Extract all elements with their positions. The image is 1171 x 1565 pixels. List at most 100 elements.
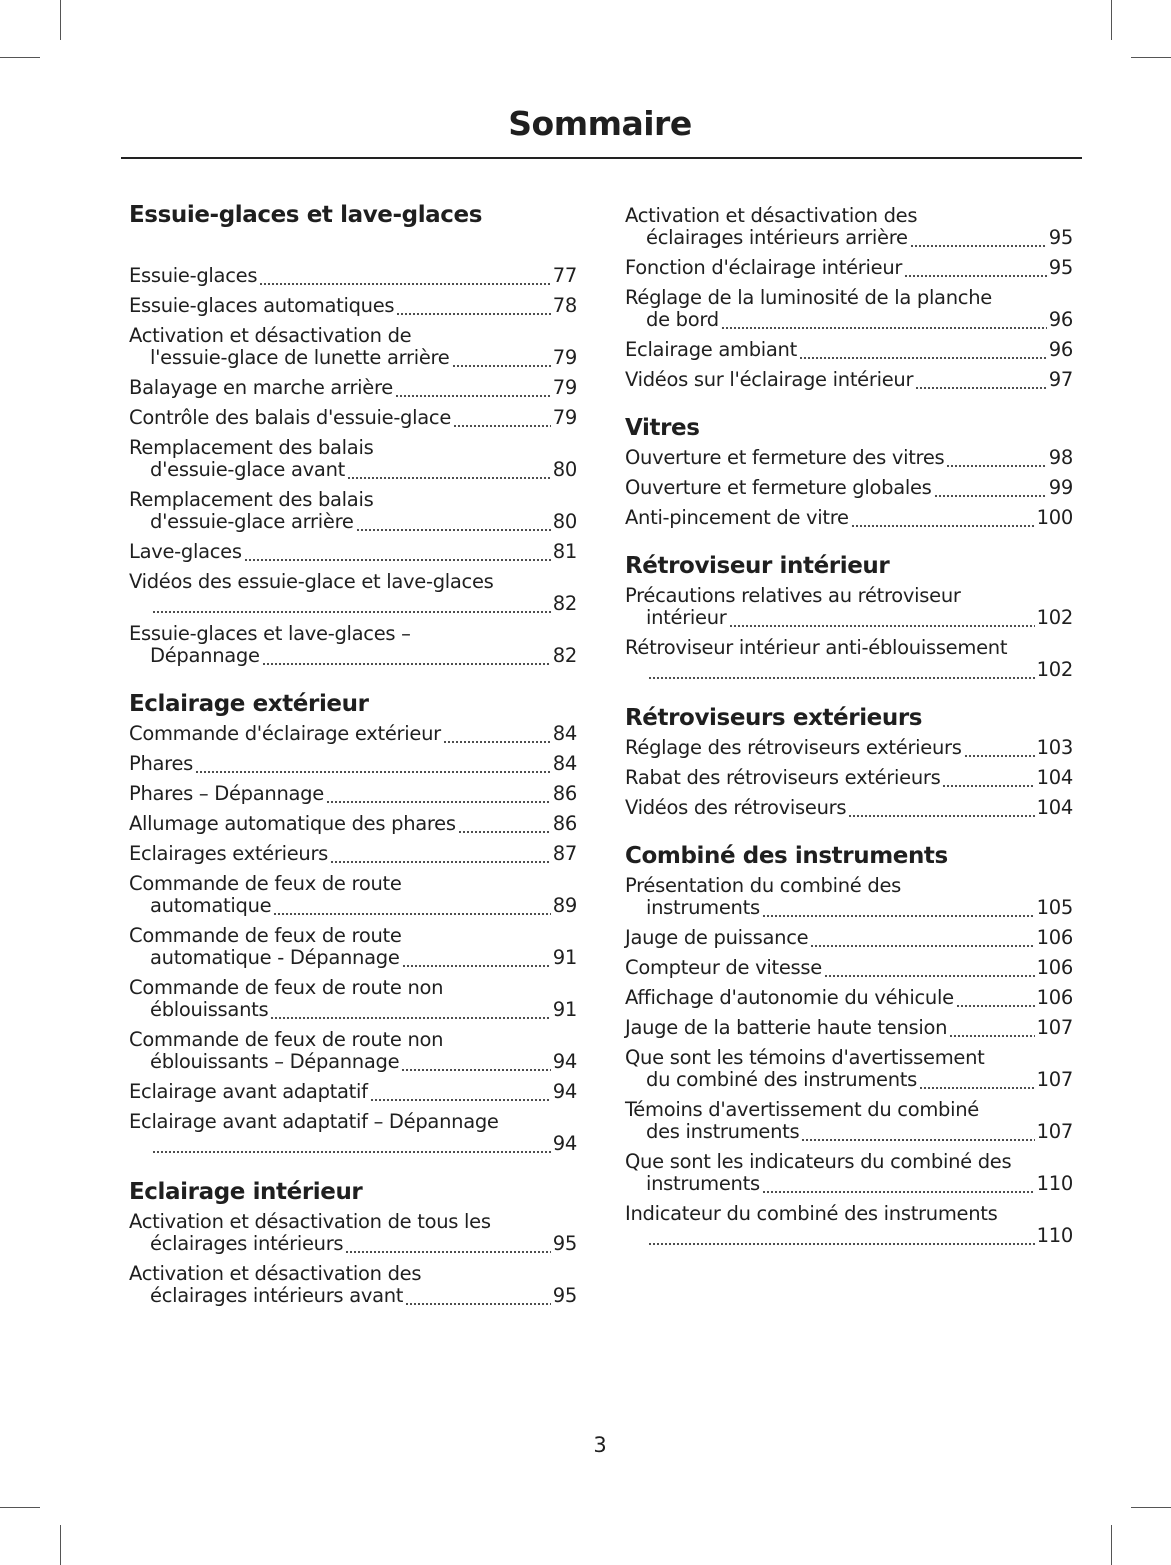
toc-entry[interactable]: Commande de feux de route automatique 89 bbox=[129, 873, 577, 917]
toc-entry-line: Que sont les témoins d'avertissement bbox=[625, 1047, 1073, 1069]
dot-leader bbox=[261, 645, 551, 667]
dot-leader bbox=[270, 999, 551, 1021]
toc-entry[interactable]: Vidéos sur l'éclairage intérieur 97 bbox=[625, 369, 1073, 391]
toc-entry[interactable]: Affichage d'autonomie du véhicule 106 bbox=[625, 987, 1073, 1009]
toc-entry-title: Vidéos des rétroviseurs bbox=[625, 796, 847, 819]
toc-entry-line: Remplacement des balais bbox=[129, 437, 577, 459]
toc-entry-title: Remplacement des balais bbox=[129, 488, 374, 511]
toc-entry[interactable]: Compteur de vitesse 106 bbox=[625, 957, 1073, 979]
toc-entry-line: Affichage d'autonomie du véhicule 106 bbox=[625, 987, 1073, 1009]
dot-leader bbox=[904, 257, 1047, 279]
toc-entry-line: Jauge de la batterie haute tension 107 bbox=[625, 1017, 1073, 1039]
toc-entry[interactable]: Témoins d'avertissement du combiné des in… bbox=[625, 1099, 1073, 1143]
toc-entry-line: du combiné des instruments 107 bbox=[625, 1069, 1073, 1091]
toc-entry[interactable]: Rétroviseur intérieur anti-éblouissement… bbox=[625, 637, 1073, 681]
toc-entry-line: Jauge de puissance 106 bbox=[625, 927, 1073, 949]
toc-entry-title: Eclairages extérieurs bbox=[129, 842, 329, 865]
toc-entry[interactable]: Activation et désactivation de l'essuie-g… bbox=[129, 325, 577, 369]
toc-entry[interactable]: Contrôle des balais d'essuie-glace 79 bbox=[129, 407, 577, 429]
toc-column-right: Activation et désactivation des éclairage… bbox=[625, 205, 1073, 1255]
toc-entry-line: Anti-pincement de vitre 100 bbox=[625, 507, 1073, 529]
toc-entry[interactable]: Commande d'éclairage extérieur 84 bbox=[129, 723, 577, 745]
toc-entry[interactable]: Indicateur du combiné des instruments 110 bbox=[625, 1203, 1073, 1247]
dot-leader bbox=[761, 1173, 1035, 1195]
toc-page-number: 77 bbox=[552, 264, 578, 287]
dot-leader bbox=[243, 541, 551, 563]
toc-page-number: 110 bbox=[1036, 1172, 1074, 1195]
dot-leader bbox=[442, 723, 551, 745]
toc-page-number: 97 bbox=[1048, 368, 1074, 391]
toc-entry-line: Commande de feux de route bbox=[129, 873, 577, 895]
toc-entry[interactable]: Remplacement des balais d'essuie-glace av… bbox=[129, 437, 577, 481]
toc-entry[interactable]: Essuie-glaces et lave-glaces – Dépannage 8… bbox=[129, 623, 577, 667]
dot-leader bbox=[946, 447, 1047, 469]
toc-entry[interactable]: Réglage de la luminosité de la planche de… bbox=[625, 287, 1073, 331]
dot-leader bbox=[933, 477, 1047, 499]
toc-entry[interactable]: Présentation du combiné des instruments 10… bbox=[625, 875, 1073, 919]
section-heading: Rétroviseurs extérieurs bbox=[625, 705, 923, 731]
toc-entry[interactable]: Balayage en marche arrière 79 bbox=[129, 377, 577, 399]
toc-entry[interactable]: Remplacement des balais d'essuie-glace ar… bbox=[129, 489, 577, 533]
toc-entry-title: éblouissants – Dépannage bbox=[150, 1050, 400, 1073]
toc-entry[interactable]: Que sont les témoins d'avertissement du c… bbox=[625, 1047, 1073, 1091]
dot-leader bbox=[451, 347, 551, 369]
toc-entry[interactable]: Précautions relatives au rétroviseur inté… bbox=[625, 585, 1073, 629]
toc-entry-title: instruments bbox=[646, 896, 760, 919]
toc-entry[interactable]: Eclairage avant adaptatif 94 bbox=[129, 1081, 577, 1103]
dot-leader bbox=[457, 813, 551, 835]
toc-entry-title: Activation et désactivation de tous les bbox=[129, 1210, 491, 1233]
toc-entry-title: Témoins d'avertissement du combiné bbox=[625, 1098, 980, 1121]
toc-entry-title: d'essuie-glace avant bbox=[150, 458, 345, 481]
dot-leader bbox=[401, 947, 551, 969]
toc-entry[interactable]: Activation et désactivation de tous les é… bbox=[129, 1211, 577, 1255]
toc-page-number: 96 bbox=[1048, 308, 1074, 331]
toc-entry-title: Contrôle des balais d'essuie-glace bbox=[129, 406, 452, 429]
toc-entry[interactable]: Rabat des rétroviseurs extérieurs 104 bbox=[625, 767, 1073, 789]
toc-entry[interactable]: Commande de feux de route non éblouissant… bbox=[129, 977, 577, 1021]
dot-leader bbox=[355, 511, 551, 533]
toc-entry[interactable]: Que sont les indicateurs du combiné des i… bbox=[625, 1151, 1073, 1195]
toc-entry[interactable]: Phares 84 bbox=[129, 753, 577, 775]
toc-entry[interactable]: Eclairage ambiant 96 bbox=[625, 339, 1073, 361]
toc-page-number: 94 bbox=[552, 1050, 578, 1073]
toc-entry[interactable]: Allumage automatique des phares 86 bbox=[129, 813, 577, 835]
toc-entry[interactable]: Phares – Dépannage 86 bbox=[129, 783, 577, 805]
toc-entry-line: Présentation du combiné des bbox=[625, 875, 1073, 897]
toc-entry[interactable]: Ouverture et fermeture globales 99 bbox=[625, 477, 1073, 499]
toc-entry-line: éblouissants – Dépannage 94 bbox=[129, 1051, 577, 1073]
toc-page-number: 102 bbox=[1036, 606, 1074, 629]
toc-entry[interactable]: Jauge de la batterie haute tension 107 bbox=[625, 1017, 1073, 1039]
toc-entry-title: Affichage d'autonomie du véhicule bbox=[625, 986, 954, 1009]
dot-leader bbox=[405, 1285, 551, 1307]
toc-entry[interactable]: Activation et désactivation des éclairage… bbox=[625, 205, 1073, 249]
toc-page-number: 86 bbox=[552, 812, 578, 835]
toc-entry[interactable]: Essuie-glaces 77 bbox=[129, 265, 577, 287]
toc-entry-title: intérieur bbox=[646, 606, 727, 629]
toc-entry[interactable]: Vidéos des essuie-glace et lave-glaces 82 bbox=[129, 571, 577, 615]
toc-entry[interactable]: Jauge de puissance 106 bbox=[625, 927, 1073, 949]
toc-entry[interactable]: Activation et désactivation des éclairage… bbox=[129, 1263, 577, 1307]
toc-entry[interactable]: Réglage des rétroviseurs extérieurs 103 bbox=[625, 737, 1073, 759]
toc-entry-title: Fonction d'éclairage intérieur bbox=[625, 256, 903, 279]
toc-entry-title: Rétroviseur intérieur anti-éblouissement bbox=[625, 636, 1008, 659]
toc-entry[interactable]: Ouverture et fermeture des vitres 98 bbox=[625, 447, 1073, 469]
toc-entry-title: du combiné des instruments bbox=[646, 1068, 917, 1091]
dot-leader bbox=[949, 1017, 1035, 1039]
toc-entry[interactable]: Fonction d'éclairage intérieur 95 bbox=[625, 257, 1073, 279]
toc-entry[interactable]: Vidéos des rétroviseurs 104 bbox=[625, 797, 1073, 819]
toc-entry-title: Phares – Dépannage bbox=[129, 782, 324, 805]
toc-entry[interactable]: Commande de feux de route automatique - D… bbox=[129, 925, 577, 969]
dot-leader bbox=[195, 753, 551, 775]
crop-mark bbox=[1131, 1507, 1171, 1508]
toc-entry[interactable]: Eclairage avant adaptatif – Dépannage 94 bbox=[129, 1111, 577, 1155]
toc-entry-title: Anti-pincement de vitre bbox=[625, 506, 849, 529]
toc-entry[interactable]: Essuie-glaces automatiques 78 bbox=[129, 295, 577, 317]
toc-entry[interactable]: Eclairages extérieurs 87 bbox=[129, 843, 577, 865]
toc-page-number: 95 bbox=[1048, 226, 1074, 249]
toc-entry[interactable]: Commande de feux de route non éblouissant… bbox=[129, 1029, 577, 1073]
toc-page-number: 102 bbox=[1036, 658, 1074, 681]
toc-entry[interactable]: Anti-pincement de vitre 100 bbox=[625, 507, 1073, 529]
toc-entry-title: Activation et désactivation des bbox=[625, 204, 918, 227]
crop-mark bbox=[1131, 57, 1171, 58]
toc-entry[interactable]: Lave-glaces 81 bbox=[129, 541, 577, 563]
